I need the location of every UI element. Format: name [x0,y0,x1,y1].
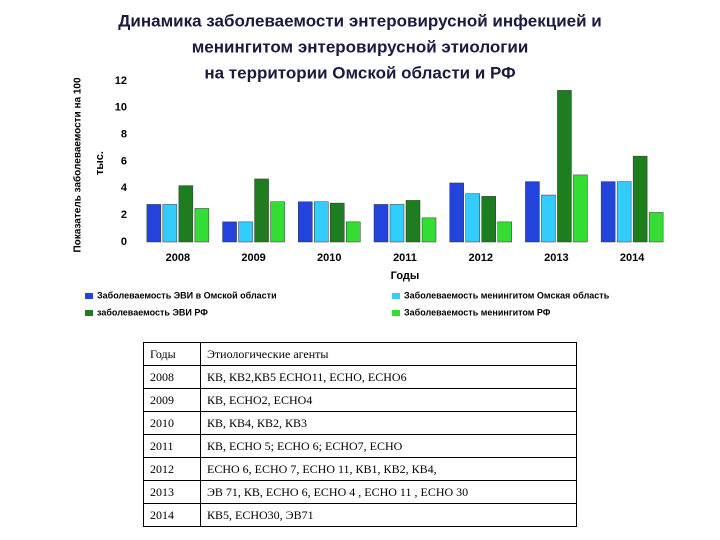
bar [541,194,556,243]
table-row: 2008 КВ, КВ2,КВ5 ECHO11, ECHO, ECHO6 [143,365,577,389]
bar [162,204,178,243]
bar [449,182,464,243]
bar [330,202,345,243]
table-cell: КВ, КВ2,КВ5 ECHO11, ECHO, ECHO6 [200,365,577,389]
legend-label: Заболеваемость ЭВИ в Омской области [97,290,277,300]
bar [465,193,480,243]
bar [525,181,540,243]
table-cell: 2009 [143,388,201,412]
table-row: 2009 КВ, ECHO2, ECHO4 [143,388,577,412]
x-tick-label: 2013 [544,252,568,264]
bar [346,221,361,243]
table-cell: ЭВ 71, КВ, ECHO 6, ECHO 4 , ECHO 11 , EC… [200,480,577,504]
bar [557,90,572,243]
bar [194,208,210,243]
table-cell: Этиологические агенты [200,342,577,366]
bar [421,217,437,243]
x-axis-title: Годы [391,270,420,282]
legend-label: заболеваемость ЭВИ РФ [97,307,208,317]
x-tick-label: 2009 [241,252,265,264]
chart-title: менингитом энтеровирусной этиологии [192,37,529,56]
table-cell: 2011 [143,434,201,458]
table-cell: 2008 [143,365,201,389]
bar [632,155,648,243]
y-tick-label: 6 [121,155,127,167]
y-axis-title: Показатель заболеваемости на 100 [72,77,84,252]
table-row: 2010 КВ, КВ4, КВ2, КВ3 [143,411,577,435]
bar [616,181,632,243]
legend-swatch [85,310,93,316]
table-cell: КВ5, ECHO30, ЭВ71 [200,503,577,527]
x-tick-label: 2012 [468,252,492,264]
table-row: 2013 ЭВ 71, КВ, ECHO 6, ECHO 4 , ECHO 11 … [143,480,577,504]
y-tick-label: 0 [121,236,127,248]
table-row: 2011 КВ, ECHO 5; ECHO 6; ECHO7, ECHO [143,434,577,458]
table-cell: КВ, ECHO2, ECHO4 [200,388,577,412]
x-tick-label: 2011 [393,252,417,264]
table-cell: 2010 [143,411,201,435]
bar [254,178,269,243]
table-row: 2014 КВ5, ECHO30, ЭВ71 [143,503,577,527]
table-cell: КВ, ECHO 5; ECHO 6; ECHO7, ECHO [200,434,577,458]
bar [314,201,329,243]
bar [178,185,194,243]
bar [222,221,237,243]
table-cell: 2014 [143,503,201,527]
bar [497,221,512,243]
bar [298,201,313,243]
y-tick-label: 4 [121,182,128,194]
y-axis-title: тыс. [94,151,106,175]
bar [600,181,616,243]
table-cell: Годы [143,342,201,366]
x-tick-label: 2010 [317,252,341,264]
bar [373,204,389,243]
bar [238,221,253,243]
table-row: Годы Этиологические агенты [143,342,577,366]
bar [270,201,285,243]
bar [481,196,496,243]
bar [389,204,405,243]
legend-swatch [85,293,93,299]
agents-table: Годы Этиологические агенты 2008 КВ, КВ2,КВ5… [143,342,577,527]
legend-label: Заболеваемость менингитом РФ [404,307,551,317]
legend-label: Заболеваемость менингитом Омская область [404,290,610,300]
x-tick-label: 2008 [166,252,190,264]
legend-swatch [392,293,400,299]
y-tick-label: 8 [121,129,127,141]
legend-swatch [392,310,400,316]
x-tick-label: 2014 [620,252,645,264]
chart: Динамика заболеваемости энтеровирусной и… [72,11,664,317]
table-cell: 2012 [143,457,201,481]
table-cell: 2013 [143,480,201,504]
bar [573,174,588,243]
y-tick-label: 2 [121,209,127,221]
bar [146,204,162,243]
chart-title: на территории Омской области и РФ [204,63,515,82]
table-cell: КВ, КВ4, КВ2, КВ3 [200,411,577,435]
bar [648,212,664,243]
table-row: 2012 ECHO 6, ECHO 7, ECHO 11, КВ1, КВ2, К… [143,457,577,481]
table-cell: ECHO 6, ECHO 7, ECHO 11, КВ1, КВ2, КВ4, [200,457,577,481]
y-tick-label: 10 [115,102,127,114]
chart-title: Динамика заболеваемости энтеровирусной и… [118,11,601,30]
y-tick-label: 12 [115,75,127,87]
bar [405,200,421,243]
